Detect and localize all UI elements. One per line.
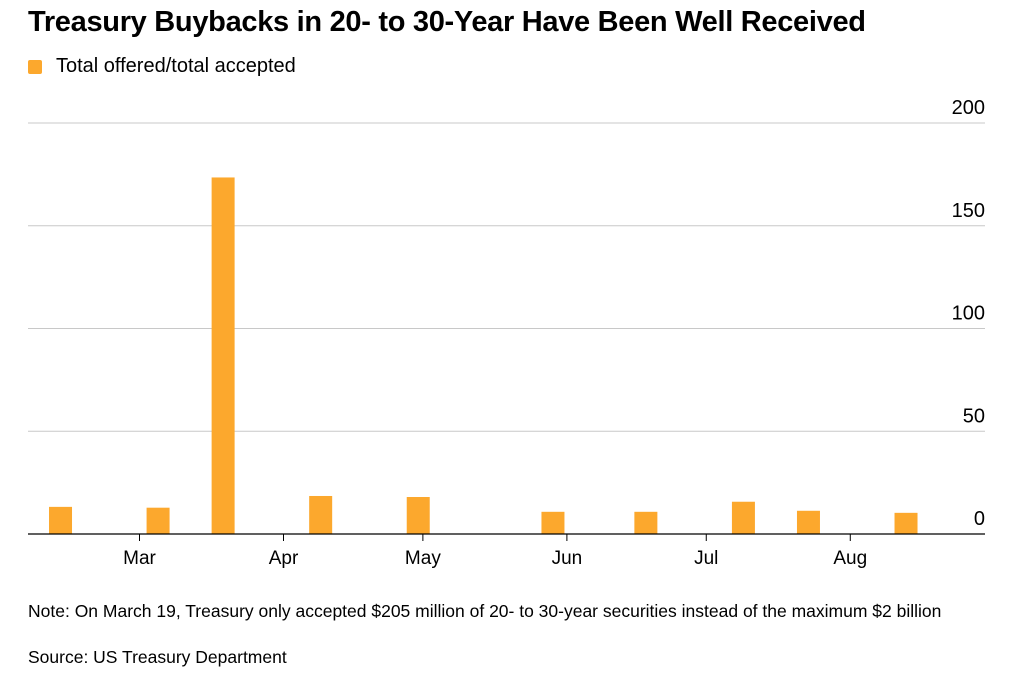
x-tick-label: Jul [694, 548, 718, 569]
chart-title: Treasury Buybacks in 20- to 30-Year Have… [28, 6, 866, 38]
y-tick-label: 50 [963, 405, 985, 427]
legend-label: Total offered/total accepted [56, 55, 296, 77]
bar [894, 512, 918, 534]
bar [146, 507, 170, 534]
bar [309, 495, 333, 534]
x-tick-label: Jun [552, 548, 583, 569]
y-tick-label: 150 [952, 200, 985, 222]
chart-source: Source: US Treasury Department [28, 647, 287, 667]
chart-note: Note: On March 19, Treasury only accepte… [28, 601, 942, 621]
bar-chart: 0 50 100 150 200 Mar Apr May Jun Jul Aug [28, 97, 985, 569]
legend: Total offered/total accepted [28, 55, 296, 78]
x-tick-label: May [405, 548, 441, 569]
y-tick-label: 0 [974, 508, 985, 530]
bar [634, 511, 658, 534]
legend-swatch [28, 59, 42, 74]
bar [406, 497, 430, 534]
x-tick-label: Mar [123, 548, 156, 569]
x-tick-label: Aug [833, 548, 867, 569]
bar [731, 501, 755, 534]
y-tick-label: 200 [952, 97, 985, 119]
y-tick-label: 100 [952, 303, 985, 325]
bar [796, 510, 820, 534]
x-tick-label: Apr [269, 548, 299, 569]
bar [49, 506, 73, 534]
bar [541, 511, 565, 534]
bar [211, 177, 235, 534]
